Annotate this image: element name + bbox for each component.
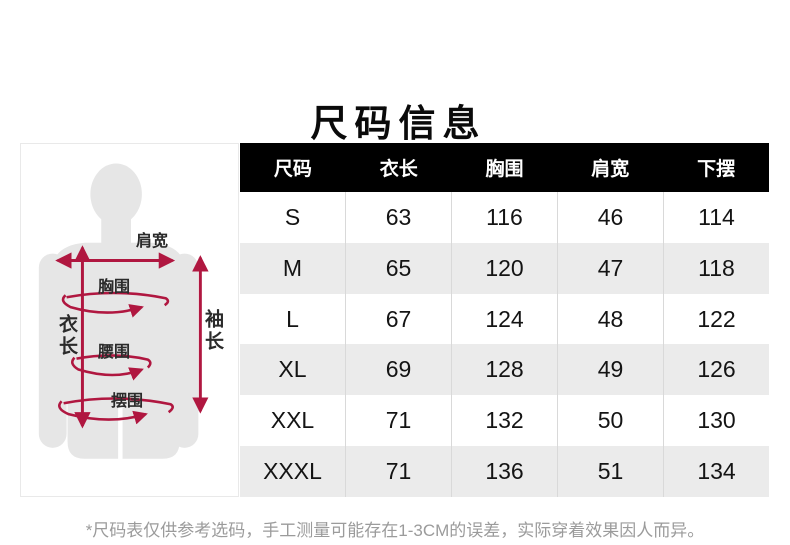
footnote: *尺码表仅供参考选码，手工测量可能存在1-3CM的误差，实际穿着效果因人而异。	[85, 521, 705, 540]
table-cell: 71	[345, 446, 451, 497]
table-cell: 118	[663, 242, 769, 294]
table-cell: 122	[663, 293, 769, 345]
label-shoulder-width: 肩宽	[136, 233, 169, 250]
hem-loop-arrow	[58, 400, 148, 425]
table-cell: 128	[451, 344, 557, 396]
table-cell: 47	[557, 242, 663, 294]
page-title: 尺码信息	[310, 102, 487, 144]
label-hem: 摆围	[111, 393, 144, 410]
table-cell: 51	[557, 446, 663, 497]
table-cell: 49	[557, 344, 663, 396]
table-cell: 132	[451, 395, 557, 447]
column-header-length: 衣长	[379, 159, 418, 180]
circumference-arrows	[58, 291, 174, 425]
table-row: XXXL 71 136 51 134	[240, 446, 769, 497]
table-row: S 63 116 46 114	[240, 192, 769, 243]
waist-loop-arrow	[71, 356, 144, 381]
table-cell: 71	[345, 395, 451, 447]
chest-loop-arrow	[61, 294, 144, 318]
table-cell: XXXL	[263, 458, 322, 485]
table-cell: 65	[345, 242, 451, 294]
table-cell: 136	[451, 446, 557, 497]
label-sleeve-length: 袖长	[202, 309, 223, 353]
column-header-hem: 下摆	[697, 159, 736, 180]
table-cell: 50	[557, 395, 663, 447]
table-cell: 46	[557, 192, 663, 243]
table-row: M 65 120 47 118	[240, 242, 769, 294]
table-cell: 69	[345, 344, 451, 396]
table-cell: 130	[663, 395, 769, 447]
label-chest: 胸围	[98, 279, 131, 296]
table-row: XXL 71 132 50 130	[240, 395, 769, 447]
table-cell: XXL	[270, 407, 315, 434]
measurement-arrows	[55, 245, 209, 429]
table-cell: 134	[663, 446, 769, 497]
size-table: 尺码 衣长 胸围 肩宽 下摆 S 63 116 46 114 M 65 120 …	[240, 143, 769, 497]
table-cell: 48	[557, 293, 663, 345]
table-row: L 67 124 48 122	[240, 293, 769, 345]
column-header-size: 尺码	[273, 159, 312, 180]
table-cell: XL	[278, 356, 307, 383]
measurement-diagram: 肩宽 胸围 腰围 摆围 衣长 袖长	[20, 143, 239, 497]
table-cell: M	[282, 254, 303, 281]
hem-loop-top	[63, 397, 174, 414]
table-cell: 67	[345, 293, 451, 345]
table-header-row: 尺码 衣长 胸围 肩宽 下摆	[240, 143, 769, 192]
waist-loop-top	[76, 354, 152, 369]
label-garment-length: 衣长	[56, 314, 77, 358]
label-waist: 腰围	[98, 344, 131, 361]
table-row: XL 69 128 49 126	[240, 344, 769, 396]
table-cell: 126	[663, 344, 769, 396]
table-cell: 114	[663, 192, 769, 243]
body-silhouette-graphic	[38, 163, 209, 460]
table-cell: 63	[345, 192, 451, 243]
table-cell: S	[284, 203, 301, 230]
column-header-chest: 胸围	[485, 159, 524, 180]
chest-loop-top	[66, 291, 170, 307]
table-cell: L	[286, 305, 299, 332]
table-cell: 124	[451, 293, 557, 345]
column-header-shoulder: 肩宽	[591, 159, 630, 180]
table-cell: 116	[451, 192, 557, 243]
table-cell: 120	[451, 242, 557, 294]
